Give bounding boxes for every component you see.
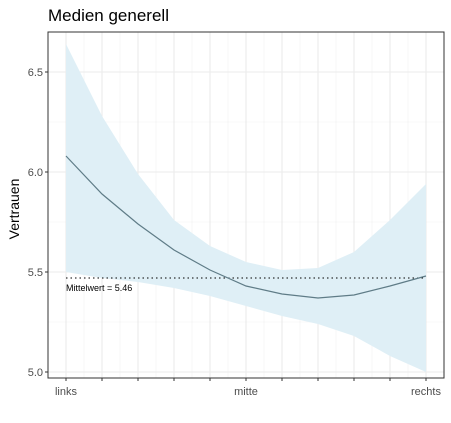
plot-area: Mittelwert = 5.46 5.0 5.5 6.0 6.5 links mitte r… bbox=[28, 31, 445, 398]
y-tick-label: 6.5 bbox=[28, 67, 43, 79]
chart-title: Medien generell bbox=[48, 6, 169, 25]
series-line bbox=[65, 155, 427, 299]
y-tick-label: 5.5 bbox=[28, 267, 43, 279]
y-axis-label: Vertrauen bbox=[6, 179, 22, 240]
x-tick-label: rechts bbox=[411, 386, 441, 398]
y-tick-label: 5.0 bbox=[28, 367, 43, 379]
x-tick-label: links bbox=[55, 386, 78, 398]
y-tick-label: 6.0 bbox=[28, 167, 43, 179]
mean-annotation: Mittelwert = 5.46 bbox=[66, 283, 132, 293]
confidence-band bbox=[66, 44, 426, 372]
x-tick-label: mitte bbox=[234, 386, 258, 398]
